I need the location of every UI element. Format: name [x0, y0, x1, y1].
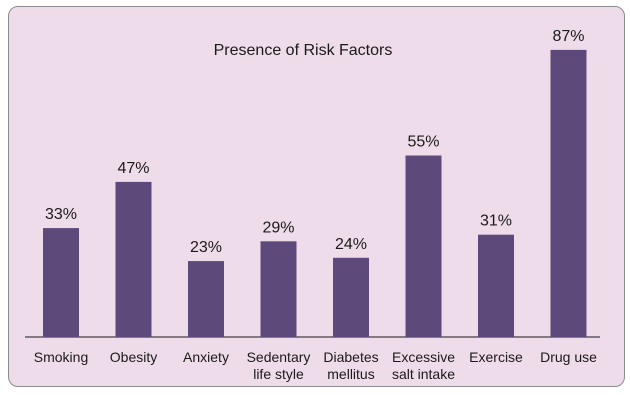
bar-value-label: 87% [552, 28, 584, 45]
category-label: salt intake [392, 366, 455, 382]
category-label: Anxiety [183, 349, 229, 365]
category-label: Sedentary [247, 349, 311, 365]
bar [260, 241, 297, 337]
category-label: Obesity [110, 349, 157, 365]
category-label: Diabetes [323, 349, 378, 365]
chart-frame [8, 6, 625, 387]
bar [115, 181, 152, 337]
category-label: Smoking [34, 349, 88, 365]
bar-value-label: 29% [262, 219, 294, 236]
bar-value-label: 24% [335, 236, 367, 253]
bar-value-label: 33% [45, 206, 77, 223]
bar [43, 228, 79, 337]
bar-value-label: 55% [407, 134, 439, 151]
category-label: Exercise [469, 349, 523, 365]
chart-title: Presence of Risk Factors [214, 42, 393, 59]
bar-value-label: 31% [480, 213, 512, 230]
category-label: Drug use [540, 349, 597, 365]
bars-group: 33% Smoking 47% Obesity 23% Anxiety 29% Sedenta… [34, 28, 597, 382]
category-label: Excessive [392, 349, 455, 365]
bar-value-label: 47% [117, 160, 149, 177]
category-label: mellitus [327, 366, 374, 382]
bar-value-label: 23% [190, 239, 222, 256]
category-label: life style [253, 366, 304, 382]
bar [333, 257, 369, 337]
bar [478, 234, 514, 337]
bar [550, 49, 587, 338]
bar [405, 155, 442, 337]
bar [188, 261, 224, 337]
